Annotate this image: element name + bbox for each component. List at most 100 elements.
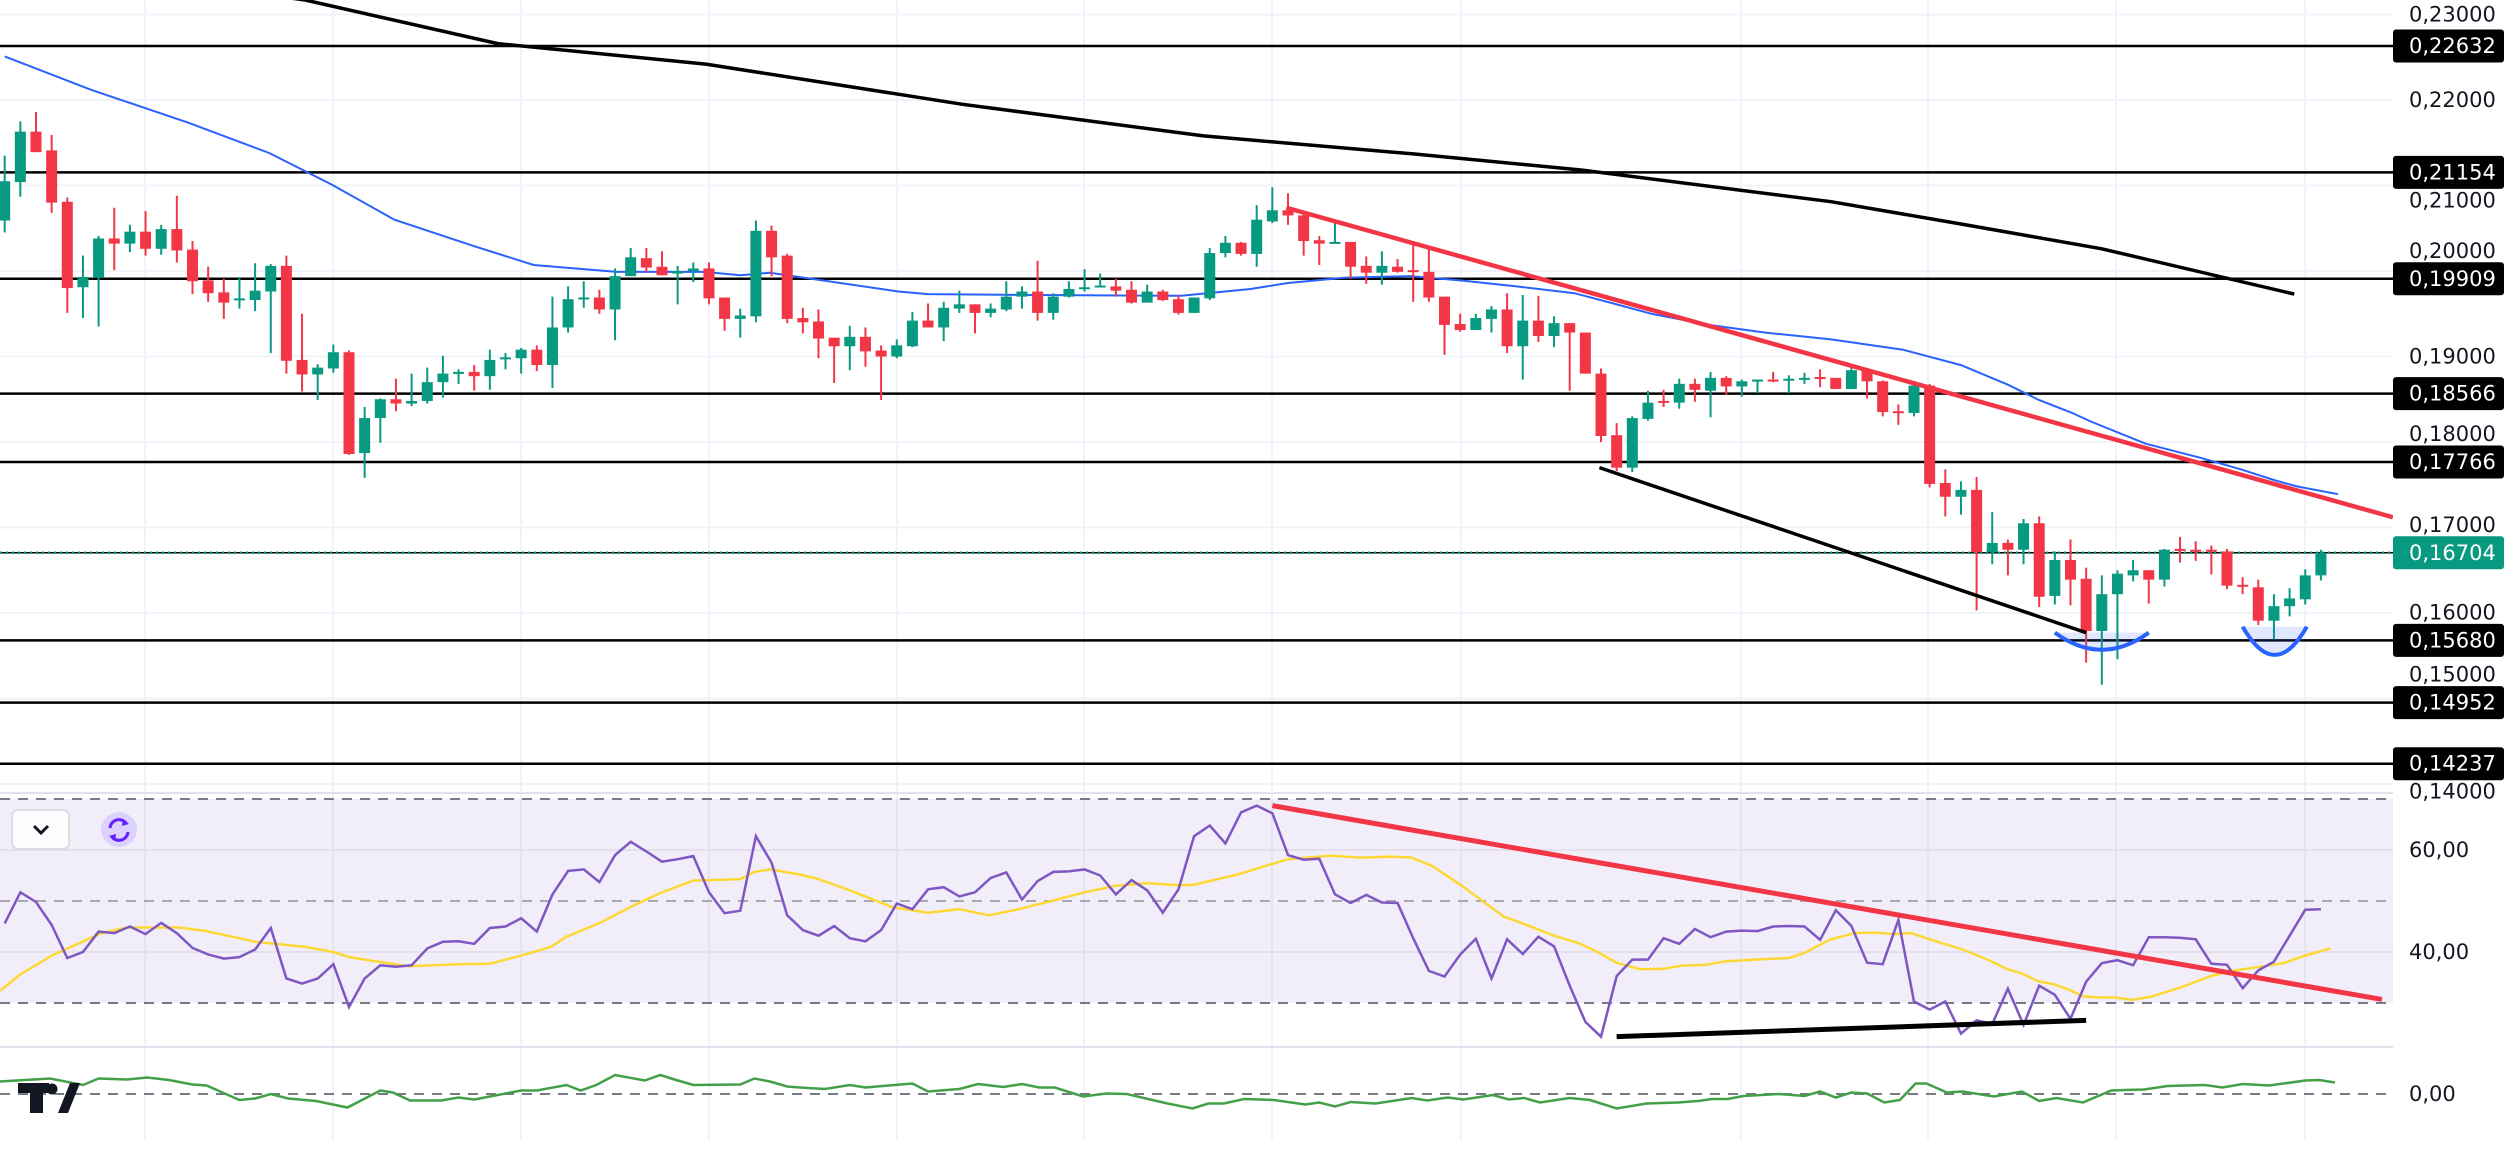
candle-body [593, 297, 605, 310]
candle-body [1705, 377, 1717, 391]
candle-body [609, 276, 621, 310]
candle-bullish [1673, 378, 1685, 409]
candle-body [1392, 266, 1404, 272]
candle-body [2174, 548, 2186, 551]
candle-body [953, 304, 965, 309]
candle-body [343, 352, 355, 454]
candle-bearish [1157, 289, 1169, 301]
candle-bearish [2252, 579, 2264, 625]
candle-bearish [280, 255, 292, 374]
candle-body [437, 373, 449, 383]
candle-body [969, 304, 981, 313]
candle-body [359, 418, 371, 454]
candle-body [1063, 288, 1075, 297]
trendline-descending-support[interactable] [1598, 465, 2087, 635]
candle-body [500, 357, 511, 360]
candle-body [155, 229, 167, 249]
candle-bearish [1924, 383, 1936, 488]
collapse-indicator-button[interactable] [11, 809, 70, 850]
candle-bearish [2143, 570, 2155, 604]
level-price-badge [2393, 623, 2504, 657]
trendline-rsi-rising-support[interactable] [1616, 1017, 2087, 1040]
candle-body [1423, 271, 1435, 298]
candle-bullish [406, 373, 418, 407]
candle-bearish [813, 309, 824, 359]
candles [0, 111, 2327, 685]
candle-bullish [2127, 559, 2139, 582]
candle-bullish [515, 347, 527, 374]
price-axis[interactable]: 0,23000 0,22000 0,21000 0,20000 0,19000 0,180… [2393, 0, 2515, 1154]
candle-body [421, 382, 433, 401]
candle-body [687, 268, 699, 271]
candle-bullish [2284, 588, 2296, 617]
candle-bullish [2018, 518, 2030, 565]
candle-bearish [2174, 536, 2186, 563]
current-price-badge [2393, 536, 2504, 570]
arc-drawing[interactable] [2240, 625, 2309, 657]
candle-body [1783, 378, 1795, 381]
candle-bullish [1141, 284, 1153, 303]
candle-body [1376, 265, 1388, 273]
candle-bullish [233, 276, 245, 309]
candle-body [2299, 575, 2311, 600]
candle-bearish [1814, 369, 1826, 388]
price-tick-label: 0,20000 [2409, 239, 2496, 263]
candle-bullish [1470, 313, 1482, 330]
candle-bullish [0, 155, 11, 233]
candle-bearish [1861, 368, 1873, 399]
candle-body [703, 268, 715, 299]
candle-body [1548, 323, 1560, 336]
candle-body [1689, 383, 1701, 390]
candle-body [1579, 332, 1591, 374]
candle-bearish [1032, 260, 1044, 321]
candle-bearish [828, 337, 840, 384]
candle-body [813, 321, 824, 339]
chevron-down-icon [32, 824, 49, 835]
candle-bearish [2205, 545, 2217, 575]
level-price-label: 0,18566 [2409, 382, 2496, 406]
candle-bearish [171, 195, 183, 263]
candle-body [2002, 542, 2014, 550]
trendline-rsi-descending-resistance[interactable] [1271, 803, 2383, 1002]
candle-body [374, 399, 386, 419]
candle-body [202, 280, 214, 294]
price-axis-background[interactable] [2393, 0, 2515, 1154]
candle-bullish [750, 220, 762, 323]
candle-body [1157, 291, 1169, 301]
candle-bullish [265, 264, 277, 354]
trendline-descending-resistance[interactable] [1285, 205, 2394, 520]
level-price-label: 0,15680 [2409, 628, 2496, 652]
candle-body [1908, 385, 1920, 413]
level-price-badge [2393, 29, 2504, 63]
candle-body [781, 255, 793, 319]
level-price-badge [2393, 686, 2504, 720]
level-price-label: 0,17766 [2409, 450, 2496, 474]
candle-bearish [1658, 389, 1670, 407]
candle-body [1251, 219, 1263, 254]
candle-bullish [1783, 375, 1795, 394]
candle-body [249, 290, 261, 301]
drawings[interactable] [1285, 205, 2394, 657]
candle-bullish [1548, 316, 1560, 348]
candle-body [218, 292, 230, 303]
arc-drawing[interactable] [2053, 631, 2150, 652]
candle-bearish [1407, 245, 1419, 302]
candle-body [1079, 287, 1091, 290]
candle-body [2018, 523, 2030, 550]
candle-bullish [421, 367, 433, 404]
refresh-button[interactable] [101, 812, 137, 847]
candle-body [1642, 402, 1654, 419]
candle-bullish [1047, 293, 1059, 320]
candle-bearish [531, 345, 543, 372]
candle-bearish [1579, 332, 1591, 374]
candle-body [2096, 594, 2108, 631]
candle-bearish [1454, 313, 1466, 332]
candle-bearish [108, 207, 120, 271]
level-price-label: 0,14952 [2409, 691, 2496, 715]
candle-bullish [77, 255, 89, 319]
candle-body [2049, 559, 2061, 596]
moving-averages [4, 0, 2339, 496]
candle-body [1877, 381, 1889, 413]
candle-body [406, 400, 418, 404]
